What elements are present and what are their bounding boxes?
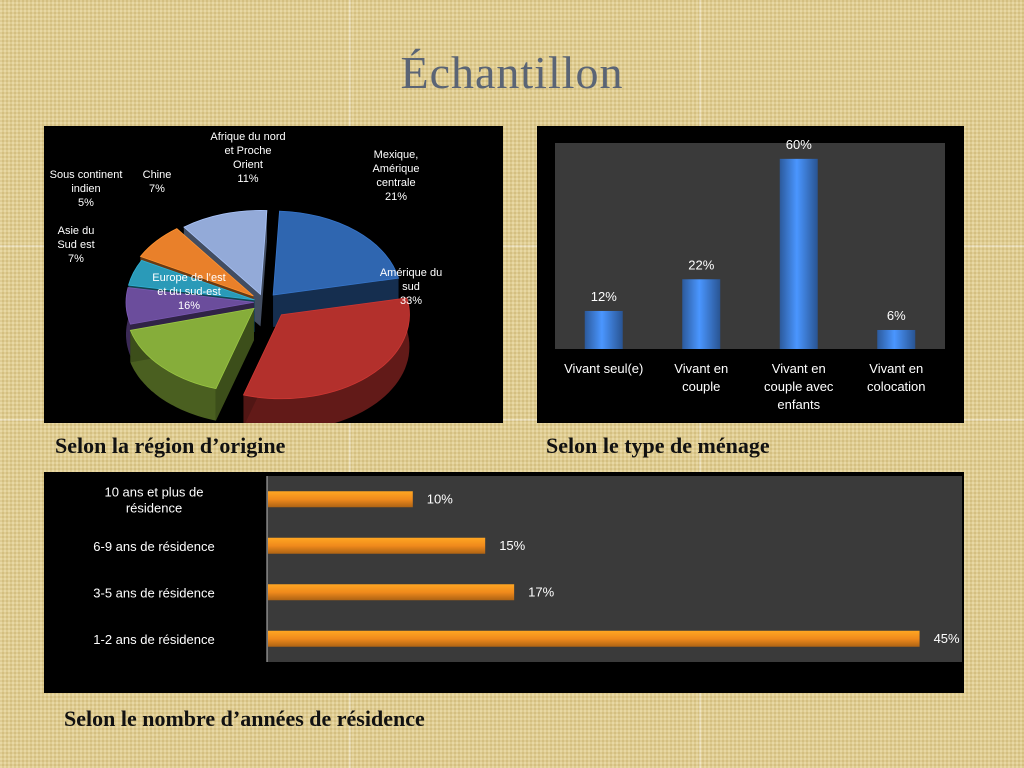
pie-chart: Mexique, Amérique centrale 21% Amérique du su… <box>50 131 442 423</box>
bar-chart-panel: 10% 10 ans et plus de résidence 15% 6-9 ans … <box>44 472 964 693</box>
column-value-label: 22% <box>688 257 714 272</box>
column-value-label: 60% <box>786 137 812 152</box>
column-category-label: Vivant seul(e) <box>564 361 643 376</box>
column-bar <box>779 158 818 349</box>
pie-slice-label: Chine 7% <box>143 169 172 195</box>
bar-category-label: 6-9 ans de résidence <box>93 539 214 554</box>
pie-slice-label: Mexique, Amérique centrale 21% <box>372 149 419 203</box>
bar-category-label: 10 ans et plus de résidence <box>104 484 203 515</box>
horizontal-bar <box>268 630 920 647</box>
pie-slice <box>128 259 255 301</box>
pie-chart-panel: Mexique, Amérique centrale 21% Amérique du su… <box>44 126 503 423</box>
bar-value-label: 15% <box>499 538 525 553</box>
bar-category-label: 1-2 ans de résidence <box>93 632 214 647</box>
slide-title: Échantillon <box>400 47 624 98</box>
pie-slice <box>183 210 268 296</box>
pie-slice <box>139 228 254 297</box>
pie-slice <box>125 287 255 325</box>
bar-value-label: 17% <box>528 584 554 599</box>
column-bar <box>877 329 916 349</box>
horizontal-bar <box>268 584 515 601</box>
pie-slice <box>272 210 400 296</box>
bar-caption: Selon le nombre d’années de résidence <box>64 706 425 731</box>
pie-slice <box>242 297 410 400</box>
pie-slice-label: Asie du Sud est 7% <box>57 225 94 265</box>
column-category-label: Vivant en couple <box>674 361 728 394</box>
column-value-label: 6% <box>887 308 906 323</box>
pie-caption: Selon la région d’origine <box>55 433 286 458</box>
pie-slice <box>129 307 255 390</box>
column-caption: Selon le type de ménage <box>546 433 770 458</box>
pie-slice-label: Sous continent indien 5% <box>50 169 123 209</box>
bar-value-label: 10% <box>427 491 453 506</box>
column-bar <box>682 279 721 349</box>
horizontal-bar <box>268 537 486 554</box>
horizontal-bar <box>268 491 413 508</box>
bar-chart: 10% 10 ans et plus de résidence 15% 6-9 ans … <box>93 476 962 662</box>
pie-slice-label: Amérique du sud 33% <box>380 267 442 307</box>
column-value-label: 12% <box>591 289 617 304</box>
column-category-label: Vivant en couple avec enfants <box>764 361 834 412</box>
pie-slice-label: Afrique du nord et Proche Orient 11% <box>210 131 285 185</box>
pie-slice-label: Europe de l’est et du sud-est 16% <box>152 272 225 312</box>
column-bar <box>584 310 623 349</box>
bar-value-label: 45% <box>934 631 960 646</box>
bar-category-label: 3-5 ans de résidence <box>93 585 214 600</box>
column-category-label: Vivant en colocation <box>867 361 926 394</box>
column-chart: 12% Vivant seul(e) 22% Vivant en couple 60% Vi… <box>555 137 945 412</box>
column-chart-panel: 12% Vivant seul(e) 22% Vivant en couple 60% Vi… <box>537 126 964 423</box>
